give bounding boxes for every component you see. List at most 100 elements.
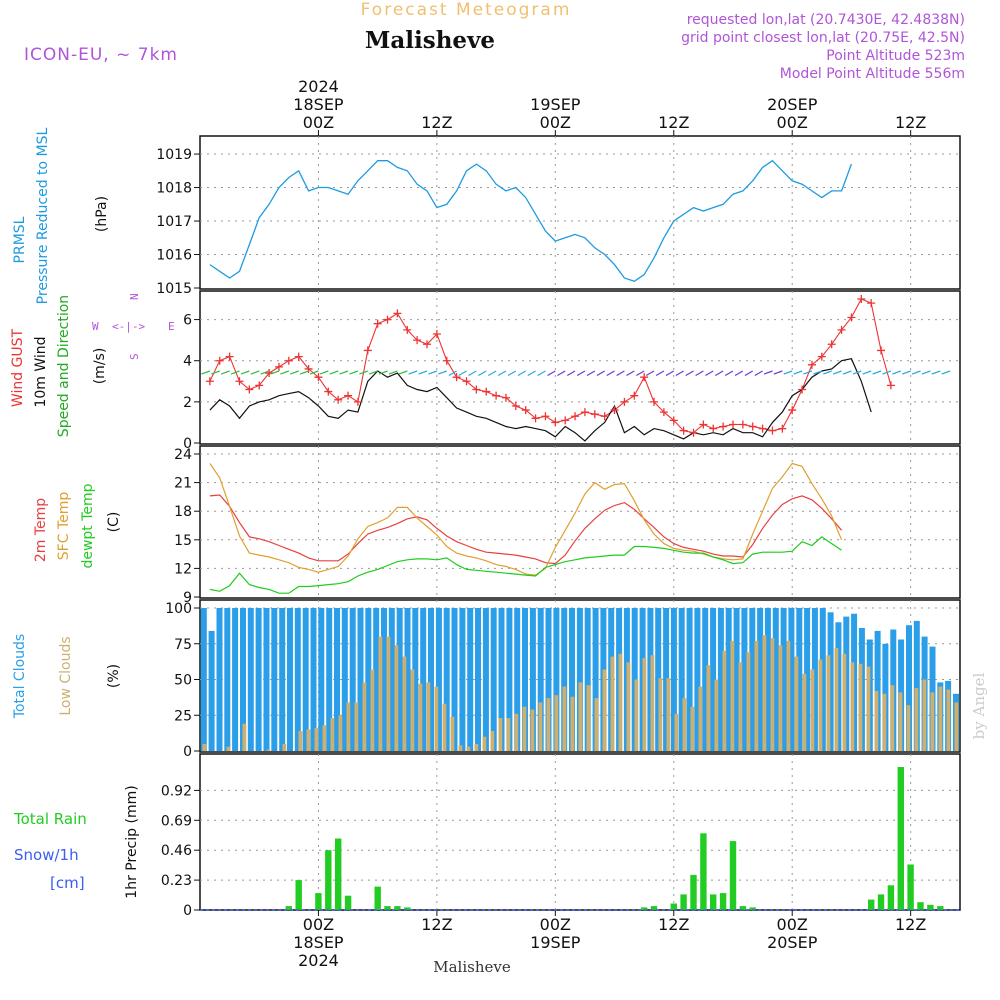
low-cloud-bar — [490, 731, 495, 751]
precip-axis-label: 1hr Precip (mm) — [124, 785, 140, 898]
wind-direction-arrow — [438, 370, 447, 375]
bottom-time-label: 00Z — [303, 915, 334, 934]
low-cloud-bar — [706, 665, 711, 751]
low-cloud-bar — [818, 659, 823, 751]
low-cloud-bar — [338, 715, 343, 752]
gust-point — [314, 373, 323, 382]
low-cloud-bar — [754, 640, 759, 751]
total-cloud-bar — [796, 608, 803, 751]
low-cloud-bar — [890, 685, 895, 751]
pressure-line — [209, 159, 853, 283]
low-cloud-bar — [610, 656, 615, 751]
y-tick-label: 75 — [174, 637, 192, 653]
low-cloud-bar — [650, 655, 655, 751]
y-tick-label: 0.46 — [161, 843, 192, 859]
total-cloud-bar — [498, 608, 505, 751]
rain-bar — [700, 833, 707, 910]
total-cloud-bar — [545, 608, 552, 751]
wind-direction-arrow — [359, 370, 368, 375]
rain-bar — [650, 906, 658, 910]
low-cloud-bar — [282, 743, 287, 751]
rain-bar — [404, 907, 411, 910]
snow-unit: [cm] — [50, 874, 85, 892]
total-cloud-bar — [318, 608, 325, 751]
gust-point — [798, 385, 807, 394]
rain-bar — [285, 906, 292, 910]
total-cloud-bar — [788, 608, 795, 751]
compass-w: W — [92, 320, 99, 333]
clouds-panel: 0 25 50 75 100 — [165, 599, 961, 760]
rain-bar — [374, 886, 381, 910]
rain-bar — [315, 893, 322, 910]
wind-panel: 0 2 4 6 — [183, 290, 961, 452]
total-cloud-bar — [365, 608, 372, 751]
total-cloud-bar — [749, 608, 756, 751]
gust-point — [689, 428, 698, 437]
bottom-time-label: 18SEP — [293, 933, 344, 952]
rain-bar — [690, 874, 697, 910]
wind-direction-arrow — [734, 370, 744, 377]
total-cloud-bar — [279, 608, 286, 751]
wind-direction-arrow — [507, 370, 517, 377]
total-clouds-label: Total Clouds — [12, 634, 28, 719]
total-cloud-bar — [819, 608, 826, 751]
y-tick-label: 2 — [183, 395, 192, 411]
panel-frame — [199, 753, 961, 911]
low-cloud-bar — [226, 746, 231, 751]
total-cloud-bar — [561, 608, 568, 751]
low-cloud-bar — [202, 743, 207, 751]
low-cloud-bar — [434, 686, 439, 751]
y-tick-label: 0 — [183, 436, 192, 452]
gust-point — [610, 406, 619, 415]
temp2m-label: 2m Temp — [33, 498, 49, 562]
gust-point — [709, 424, 718, 433]
gust-point — [245, 385, 254, 394]
temp-unit: (C) — [106, 512, 122, 533]
gust-point — [482, 387, 491, 396]
gust-point — [225, 352, 234, 361]
gust-point — [521, 406, 530, 415]
gust-point — [324, 387, 333, 396]
y-tick-label: 1017 — [156, 214, 192, 230]
rain-bar — [719, 893, 727, 910]
chart-title: Forecast Meteogram — [361, 0, 572, 20]
gust-point — [669, 416, 678, 425]
low-cloud-bar — [570, 696, 575, 751]
wind-direction-arrow — [872, 370, 882, 375]
rain-bar — [641, 907, 648, 910]
low-cloud-bar — [418, 683, 423, 751]
y-tick-label: 0.69 — [161, 813, 192, 829]
top-time-label: 00Z — [303, 113, 334, 132]
y-tick-label: 1018 — [156, 181, 192, 197]
rain-bar — [739, 906, 747, 910]
low-cloud-bar — [506, 718, 511, 751]
total-cloud-bar — [428, 608, 434, 751]
rain-bar — [937, 906, 944, 910]
total-cloud-bar — [537, 608, 544, 751]
low-cloud-bar — [378, 636, 383, 751]
wind-direction-arrow — [557, 370, 566, 377]
total-cloud-bar — [271, 608, 278, 751]
wind-direction-arrow — [299, 370, 309, 375]
total-cloud-bar — [240, 608, 246, 751]
wind-direction-arrow — [685, 370, 694, 377]
total-cloud-bar — [482, 608, 489, 751]
rain-bar — [907, 864, 914, 910]
wind-direction-arrow — [626, 370, 635, 377]
wind-direction-arrow — [911, 370, 921, 375]
low-cloud-bar — [938, 686, 943, 751]
sfc-temp-line — [209, 462, 843, 576]
total-cloud-bar — [263, 608, 270, 751]
point-altitude: Point Altitude 523m — [826, 48, 965, 64]
top-time-label: 00Z — [777, 113, 808, 132]
low-cloud-bar — [882, 693, 887, 751]
gust-point — [590, 410, 599, 419]
total-cloud-bar — [475, 608, 481, 751]
low-cloud-bar — [778, 645, 783, 751]
gust-point — [817, 352, 826, 361]
wind-direction-arrow — [270, 370, 280, 375]
low-cloud-bar — [314, 728, 319, 751]
gust-point — [867, 299, 876, 308]
low-clouds-label: Low Clouds — [58, 636, 74, 715]
total-rain-label: Total Rain — [13, 810, 87, 828]
